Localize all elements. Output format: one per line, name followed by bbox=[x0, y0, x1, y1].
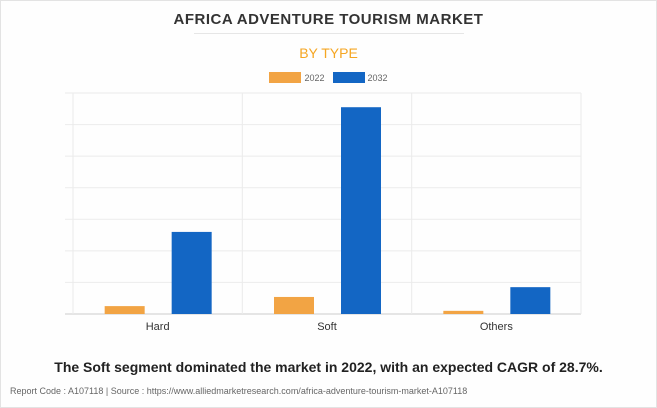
legend-item-2032[interactable]: 2032 bbox=[332, 72, 388, 83]
legend-swatch-2022 bbox=[269, 72, 302, 83]
legend: 2022 2032 bbox=[1, 72, 656, 83]
x-tick-label: Hard bbox=[146, 321, 170, 333]
bar-others-2022 bbox=[443, 310, 484, 314]
bar-plot: Hard Soft Others bbox=[65, 92, 582, 333]
chart-caption: The Soft segment dominated the market in… bbox=[54, 359, 603, 375]
chart-subtitle: BY TYPE bbox=[299, 45, 358, 61]
chart-title: AFRICA ADVENTURE TOURISM MARKET bbox=[173, 11, 484, 28]
legend-item-2022[interactable]: 2022 bbox=[269, 72, 325, 83]
legend-label-2022: 2022 bbox=[304, 72, 325, 83]
x-tick-label: Others bbox=[480, 321, 514, 333]
source-note: Report Code : A107118 | Source : https:/… bbox=[10, 386, 468, 396]
legend-label-2032: 2032 bbox=[367, 72, 388, 83]
bar-hard-2032 bbox=[171, 231, 212, 314]
legend-swatch-2032 bbox=[332, 72, 365, 83]
bar-soft-2022 bbox=[274, 296, 314, 314]
title-divider bbox=[194, 33, 464, 34]
bar-hard-2022 bbox=[104, 306, 145, 314]
bar-others-2032 bbox=[510, 287, 551, 314]
x-tick-label: Soft bbox=[317, 321, 337, 333]
bar-soft-2032 bbox=[341, 107, 381, 314]
